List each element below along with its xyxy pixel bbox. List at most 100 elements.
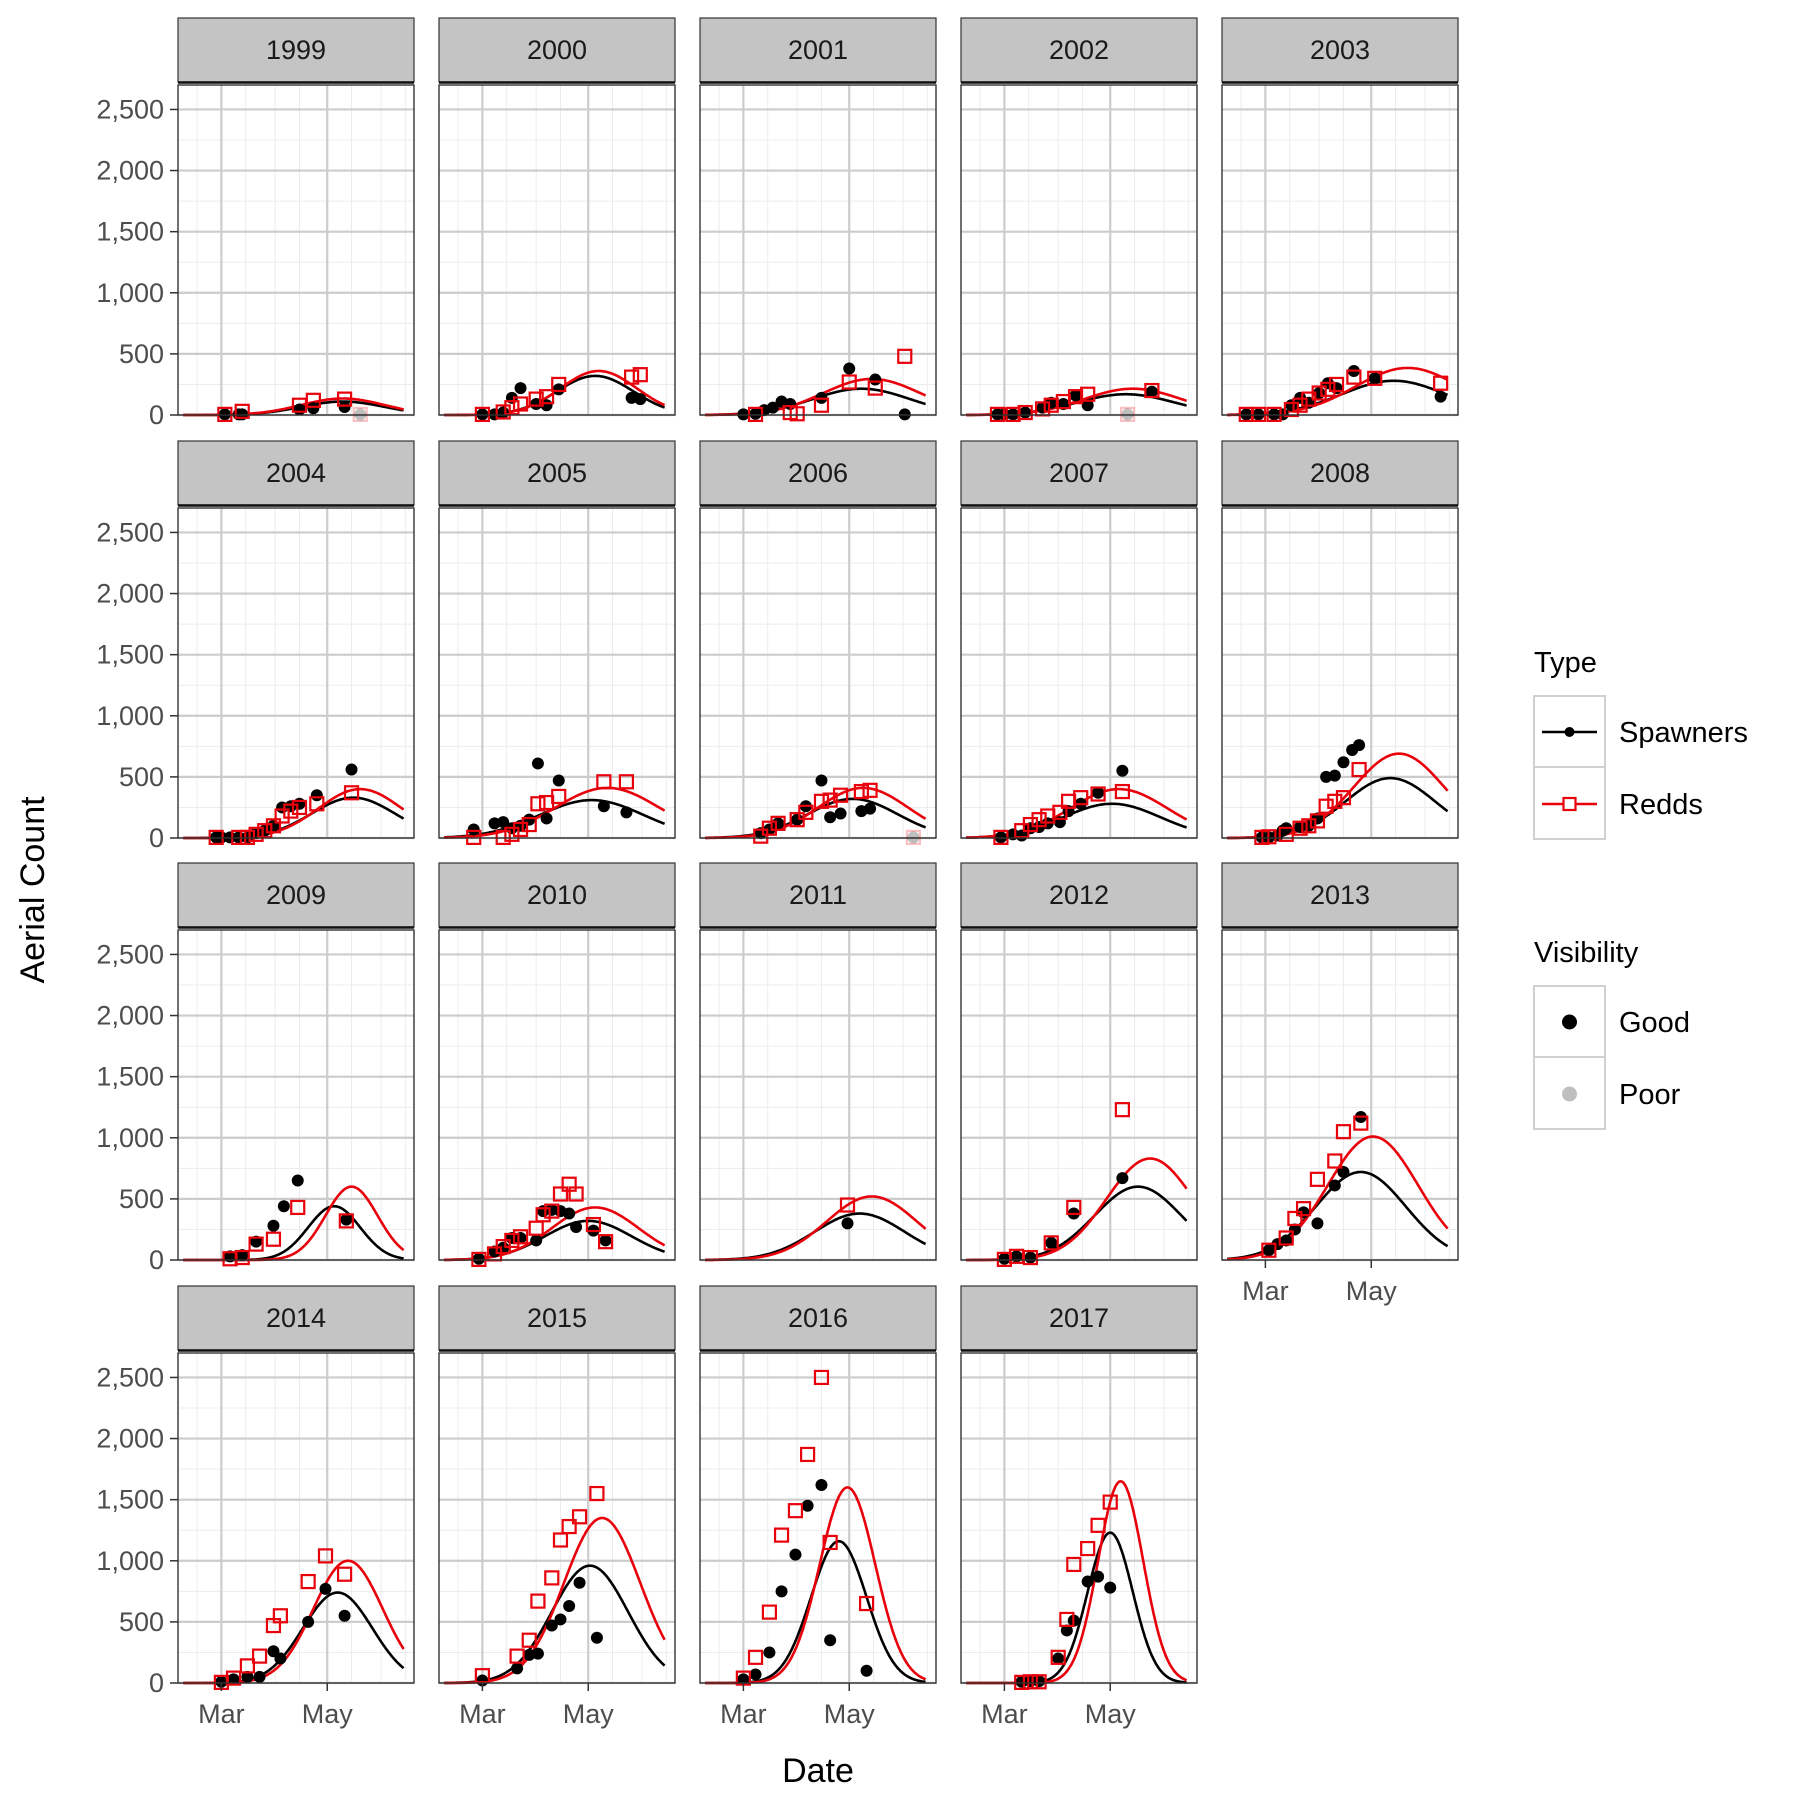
facet-panel-2004: 2004 0 500 1,000 1,500 2,000 2,500 xyxy=(96,440,415,853)
redd-point xyxy=(589,1485,605,1502)
facet-strip xyxy=(960,1285,1198,1351)
facet-panel-2005: 2005 xyxy=(438,440,676,845)
redd-point xyxy=(272,1608,288,1624)
facet-panel-2014: 2014 0 500 1,000 1,500 2,000 2,500 Mar May xyxy=(96,1285,415,1729)
redd-point xyxy=(1059,1611,1075,1628)
facet-panel-2012: 2012 xyxy=(960,862,1198,1267)
spawner-point xyxy=(497,406,510,419)
redd-point xyxy=(495,404,511,420)
redd-point xyxy=(761,820,778,836)
facet-strip-label: 2002 xyxy=(1049,35,1109,65)
facet-panel-2011: 2011 xyxy=(699,862,937,1262)
redd-point xyxy=(1261,829,1277,845)
redd-point xyxy=(813,397,830,413)
spawner-point xyxy=(1060,1624,1073,1637)
spawner-point xyxy=(1092,786,1105,799)
spawner-point xyxy=(514,382,527,395)
legend-label-spawners: Spawners xyxy=(1619,717,1748,749)
facet-panel-2001: 2001 xyxy=(699,17,937,422)
spawner-point xyxy=(824,1634,837,1647)
spawner-point xyxy=(1081,1575,1094,1588)
y-axis-title: Aerial Count xyxy=(14,796,52,984)
facet-strip xyxy=(1221,440,1459,506)
redd-point xyxy=(761,1604,778,1620)
redd-point xyxy=(1287,1210,1303,1227)
redd-point xyxy=(753,828,769,844)
spawner-point xyxy=(815,774,828,787)
redd-point xyxy=(1022,816,1039,833)
facet-panels: 1999 0 500 1,000 1,500 2,000 2,500 2000 2001 2002… xyxy=(96,17,1459,1729)
spawner-point xyxy=(824,811,837,824)
spawner-point xyxy=(1337,756,1350,769)
redd-point xyxy=(265,1231,282,1247)
redd-point xyxy=(225,1670,242,1686)
spawner-point xyxy=(215,1675,228,1688)
y-tick-label: 0 xyxy=(149,823,164,853)
redd-point xyxy=(1114,783,1130,800)
redd-point xyxy=(813,793,830,809)
spawner-point xyxy=(1145,385,1158,398)
redd-point xyxy=(509,1648,525,1664)
spawner-point xyxy=(1434,390,1447,403)
redd-point xyxy=(1335,790,1352,806)
panel-background xyxy=(178,85,414,415)
redd-point xyxy=(597,1234,614,1250)
redd-point xyxy=(841,374,857,390)
facet-strip-label: 1999 xyxy=(266,35,326,65)
redd-point xyxy=(1022,1249,1039,1266)
panel-background xyxy=(1222,508,1458,838)
spawner-point xyxy=(590,1631,603,1644)
facet-strip-label: 2013 xyxy=(1310,880,1370,910)
spawner-point xyxy=(766,401,779,414)
redds-fitted-curve xyxy=(705,1195,927,1262)
spawner-point xyxy=(1033,1675,1046,1688)
y-tick-label: 0 xyxy=(149,1245,164,1275)
redd-point xyxy=(1292,820,1308,836)
facet-strip xyxy=(699,17,937,83)
redd-point xyxy=(512,1229,529,1245)
spawner-point xyxy=(860,1664,873,1677)
spawner-point xyxy=(1081,399,1094,412)
spawner-point xyxy=(570,1221,583,1233)
legend-key-spawners-point xyxy=(1564,727,1575,737)
redd-point xyxy=(1301,818,1317,834)
facet-panel-2016: 2016 Mar May xyxy=(699,1285,937,1729)
spawner-point xyxy=(599,1234,612,1247)
y-tick-label: 2,500 xyxy=(96,517,164,547)
y-tick-label: 1,000 xyxy=(96,278,164,308)
redd-point xyxy=(1031,812,1047,828)
redd-point xyxy=(1328,376,1345,393)
spawner-point xyxy=(277,1200,290,1213)
redd-point xyxy=(336,391,353,407)
x-tick-label: May xyxy=(563,1699,615,1729)
redd-point xyxy=(747,1649,764,1665)
y-tick-label: 2,500 xyxy=(96,1362,164,1392)
redd-point xyxy=(1433,375,1449,391)
y-tick-label: 1,000 xyxy=(96,1123,164,1153)
redd-point xyxy=(528,391,544,407)
redd-point xyxy=(512,396,529,412)
panel-background xyxy=(178,1353,414,1683)
x-axis-title: Date xyxy=(782,1752,854,1790)
panel-border xyxy=(438,507,676,839)
facet-strip xyxy=(1221,862,1459,928)
redd-point xyxy=(274,808,290,824)
redd-point xyxy=(1102,1494,1118,1510)
redd-point xyxy=(309,796,325,812)
spawner-point xyxy=(998,1252,1011,1265)
facet-strip xyxy=(177,17,415,83)
redd-point xyxy=(787,1503,804,1519)
redd-point xyxy=(305,392,321,408)
spawner-point xyxy=(563,1207,576,1220)
redd-point xyxy=(248,1236,264,1252)
spawner-point xyxy=(815,1479,828,1491)
redd-point xyxy=(512,821,529,838)
facet-panel-2009: 2009 0 500 1,000 1,500 2,000 2,500 xyxy=(96,862,415,1275)
redd-point xyxy=(1080,386,1096,402)
spawner-point xyxy=(1045,1236,1058,1249)
spawner-point xyxy=(1069,389,1082,402)
panel-border xyxy=(438,1352,676,1684)
panel-background xyxy=(700,85,936,415)
redd-point xyxy=(1114,1102,1130,1118)
redd-point xyxy=(343,785,360,801)
